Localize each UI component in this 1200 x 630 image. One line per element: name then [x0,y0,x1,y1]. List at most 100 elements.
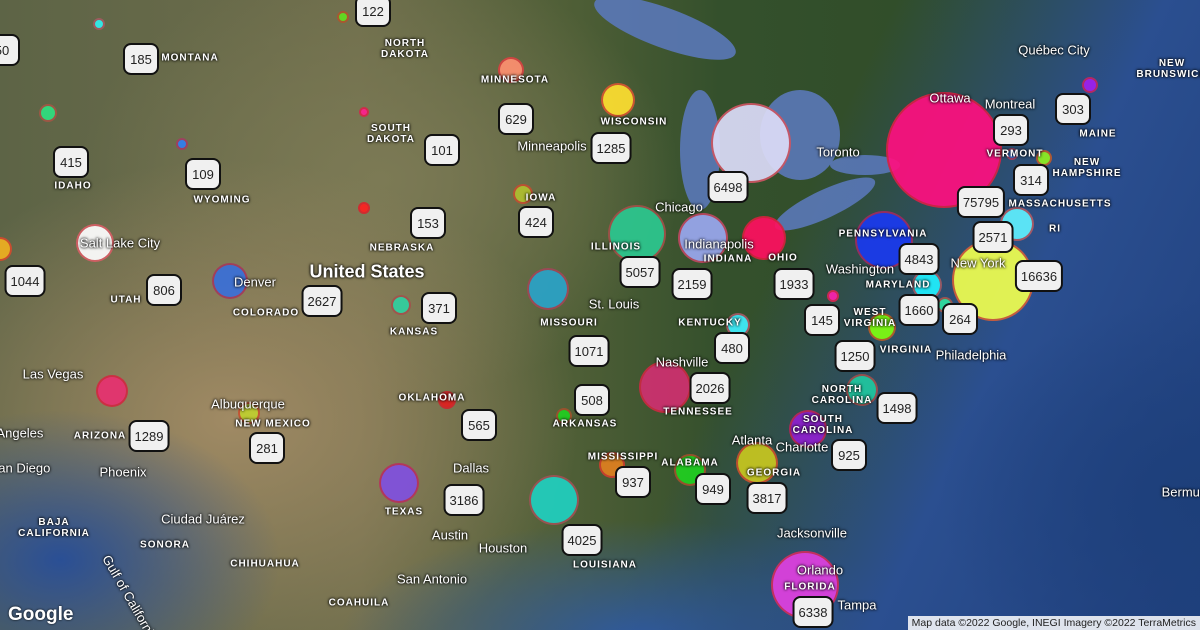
cluster-count-label[interactable]: 314 [1013,164,1049,196]
data-bubble[interactable] [212,263,248,299]
city-label: Denver [234,274,276,290]
data-bubble[interactable] [39,104,57,122]
cluster-count-label[interactable]: 1044 [4,265,46,297]
cluster-count-label[interactable]: 949 [695,473,731,505]
data-bubble[interactable] [498,57,524,83]
city-label: Ottawa [929,90,971,106]
cluster-count-label[interactable]: 145 [804,304,840,336]
data-bubble[interactable] [379,463,419,503]
data-bubble[interactable] [358,202,370,214]
cluster-count-label[interactable]: 122 [355,0,391,27]
cluster-count-label[interactable]: 293 [993,114,1029,146]
data-bubble[interactable] [599,452,625,478]
cluster-count-label[interactable]: 101 [424,134,460,166]
data-bubble[interactable] [359,107,369,117]
state-label: BAJA CALIFORNIA [18,517,90,539]
data-bubble[interactable] [76,224,114,262]
cluster-count-label[interactable]: 508 [574,384,610,416]
map-attribution[interactable]: Map data ©2022 Google, INEGI Imagery ©20… [907,616,1200,630]
cluster-count-label[interactable]: 371 [421,292,457,324]
cluster-count-label[interactable]: 806 [146,274,182,306]
data-bubble[interactable] [337,11,349,23]
cluster-count-label[interactable]: 1498 [876,392,918,424]
cluster-count-label[interactable]: 1285 [590,132,632,164]
cluster-count-label[interactable]: 937 [615,466,651,498]
city-label: Ciudad Juárez [161,511,245,527]
data-bubble[interactable] [93,18,105,30]
cluster-count-label[interactable]: 2159 [671,268,713,300]
data-bubble[interactable] [678,213,728,263]
data-bubble[interactable] [868,313,896,341]
state-label: SONORA [140,539,190,551]
state-label: IDAHO [54,180,92,192]
data-bubble[interactable] [529,475,579,525]
data-bubble[interactable] [601,83,635,117]
cluster-count-label[interactable]: 424 [518,206,554,238]
city-label: San Diego [0,460,51,476]
cluster-count-label[interactable]: 5057 [619,256,661,288]
city-label: Chicago [655,199,703,215]
state-label: NORTH CAROLINA [811,384,873,406]
cluster-count-label[interactable]: 4025 [561,524,603,556]
city-label: Toronto [816,144,860,160]
cluster-count-label[interactable]: 281 [249,432,285,464]
cluster-count-label[interactable]: 50 [0,34,20,66]
cluster-count-label[interactable]: 303 [1055,93,1091,125]
cluster-count-label[interactable]: 4843 [898,243,940,275]
cluster-count-label[interactable]: 264 [942,303,978,335]
state-label: ARKANSAS [552,418,618,430]
data-bubble[interactable] [556,408,572,424]
data-bubble[interactable] [846,374,878,406]
cluster-count-label[interactable]: 2627 [301,285,343,317]
cluster-count-label[interactable]: 925 [831,439,867,471]
data-bubble[interactable] [711,103,791,183]
state-label: VIRGINIA [879,344,933,356]
data-bubble[interactable] [789,410,827,448]
data-bubble[interactable] [238,402,260,424]
data-bubble[interactable] [527,268,569,310]
cluster-count-label[interactable]: 629 [498,103,534,135]
city-label: Charlotte [775,439,829,455]
state-label: MINNESOTA [480,74,550,86]
city-label: Houston [478,540,528,556]
data-bubble[interactable] [0,237,12,261]
city-label: Phoenix [99,464,147,480]
data-bubble[interactable] [736,442,778,484]
data-bubble[interactable] [391,295,411,315]
data-bubble[interactable] [1082,77,1098,93]
cluster-count-label[interactable]: 1660 [898,294,940,326]
cluster-count-label[interactable]: 565 [461,409,497,441]
state-label: WYOMING [193,194,251,206]
data-bubble[interactable] [827,290,839,302]
cluster-count-label[interactable]: 3817 [746,482,788,514]
cluster-count-label[interactable]: 6498 [707,171,749,203]
city-label: Tampa [837,597,877,613]
cluster-count-label[interactable]: 1289 [128,420,170,452]
data-bubble[interactable] [1006,148,1018,160]
city-label: Montreal [984,96,1036,112]
cluster-count-label[interactable]: 1250 [834,340,876,372]
cluster-count-label[interactable]: 16636 [1014,260,1064,292]
cluster-count-label[interactable]: 75795 [956,186,1006,218]
data-bubble[interactable] [742,216,786,260]
cluster-count-label[interactable]: 6338 [792,596,834,628]
cluster-count-label[interactable]: 2026 [689,372,731,404]
cluster-count-label[interactable]: 153 [410,207,446,239]
data-bubble[interactable] [438,391,456,409]
cluster-count-label[interactable]: 185 [123,43,159,75]
data-bubble[interactable] [513,184,533,204]
data-bubble[interactable] [96,375,128,407]
cluster-count-label[interactable]: 2571 [972,221,1014,253]
data-bubble[interactable] [608,205,666,263]
cluster-count-label[interactable]: 480 [714,332,750,364]
cluster-count-label[interactable]: 109 [185,158,221,190]
data-bubble[interactable] [639,361,691,413]
cluster-count-label[interactable]: 1933 [773,268,815,300]
city-label: Salt Lake City [79,235,161,251]
state-label: ALABAMA [661,457,719,469]
data-bubble[interactable] [176,138,188,150]
cluster-count-label[interactable]: 415 [53,146,89,178]
cluster-count-label[interactable]: 3186 [443,484,485,516]
cluster-count-label[interactable]: 1071 [568,335,610,367]
